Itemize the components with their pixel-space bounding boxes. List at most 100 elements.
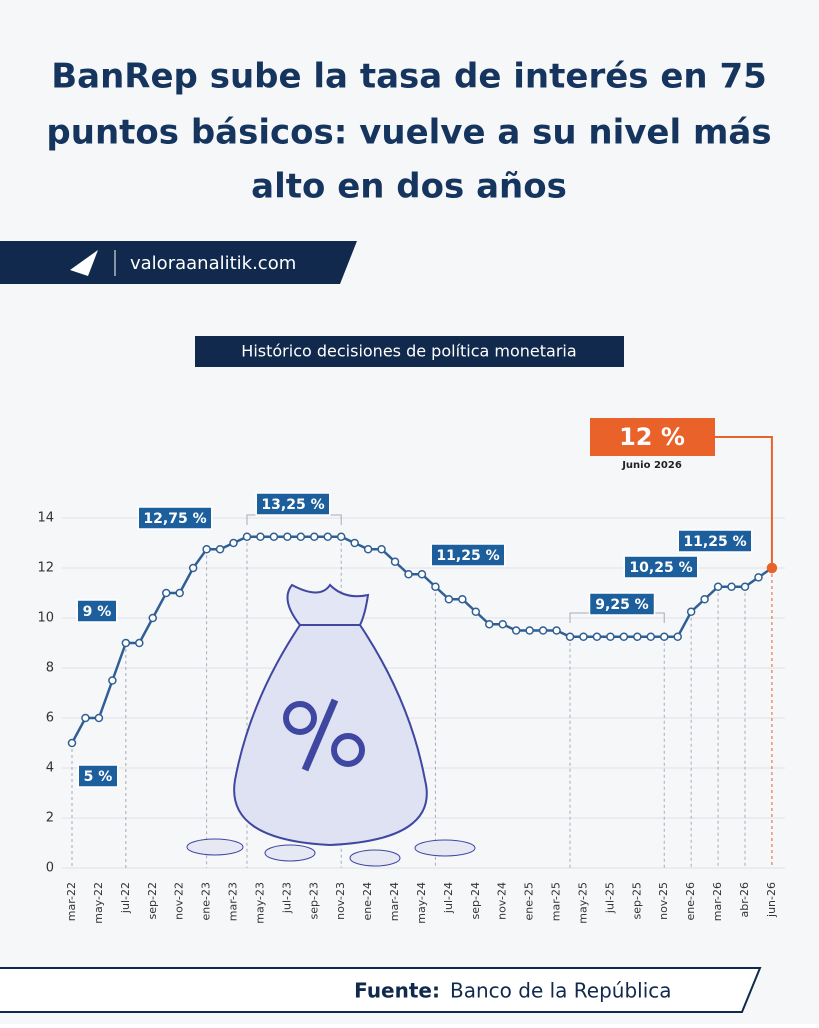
rate-point [511,626,521,635]
x-tick-label: may-24 [415,882,428,924]
x-tick-label: jun-26 [765,882,778,918]
rate-point [754,573,763,582]
rate-point [444,595,454,604]
rate-point [646,632,656,641]
x-tick-label: may-23 [253,882,266,924]
value-label-box [430,543,506,567]
site-url: valoraanalitik.com [130,253,296,274]
x-tick-label: mar-26 [711,882,724,921]
y-tick-label: 8 [46,661,54,676]
x-tick-label: may-25 [576,882,589,924]
highlight-label: 12 % [619,423,685,451]
title-line: BanRep sube la tasa de interés en 75 [51,57,767,97]
coin [414,839,476,857]
rate-point [67,738,77,748]
rate-point [363,545,373,554]
y-tick-label: 12 [37,561,54,576]
value-label: 10,25 % [629,560,692,576]
rate-point [700,595,709,604]
y-tick-label: 14 [37,511,54,526]
x-tick-label: ene-23 [200,882,213,920]
rate-point [431,582,440,591]
rate-point [269,532,279,541]
x-tick-label: mar-25 [550,882,563,921]
rate-point [740,582,750,591]
x-tick-label: may-22 [92,882,105,924]
y-tick-label: 6 [46,711,54,726]
highlight-box [590,418,715,456]
percent-slash [301,698,339,772]
rate-point [686,607,696,616]
rate-point [417,570,427,579]
rate-point [525,626,534,635]
footer-text: Banco de la República [450,979,672,1003]
rate-point [135,638,144,648]
title-line: puntos básicos: vuelve a su nivel más [46,113,771,153]
rate-point [619,632,629,641]
coin [349,849,401,867]
y-tick-label: 0 [46,861,54,876]
x-tick-label: nov-22 [173,882,186,920]
x-tick-label: nov-23 [334,882,347,920]
x-tick-label: sep-23 [307,882,320,919]
rate-point [579,632,588,641]
x-tick-label: jul-24 [442,882,455,914]
x-tick-label: jul-25 [603,882,616,914]
x-tick-label: sep-25 [630,882,643,919]
rate-point [148,613,158,623]
rate-point [458,595,467,604]
bag-top [286,583,370,626]
value-label: 11,25 % [436,548,499,564]
value-label: 11,25 % [683,534,746,550]
value-label-box [255,492,331,516]
rate-point [673,632,682,641]
rate-point [121,638,131,648]
coin [264,844,316,862]
subtitle-box [195,336,624,367]
rate-point [538,626,548,635]
rate-point [161,588,171,598]
value-label: 9 % [83,604,112,620]
value-label-box [77,764,119,788]
rate-point [713,582,723,591]
rate-point [310,532,319,541]
footer-label: Fuente: [354,979,440,1003]
rate-point [229,538,238,548]
value-label: 13,25 % [261,497,324,513]
logo [70,250,98,276]
value-label-box [677,529,753,553]
rate-point [633,632,642,641]
rate-point [592,632,602,641]
x-tick-label: sep-22 [146,882,159,919]
percent-dot [331,733,365,767]
x-tick-label: mar-22 [65,882,78,921]
value-label-box [588,592,656,616]
rate-point [323,532,332,541]
value-label-box [137,506,213,530]
rate-point [498,620,507,629]
rate-point [296,532,306,541]
rate-point [390,557,400,566]
x-tick-label: nov-25 [657,882,670,920]
highlight-annotation: Junio 2026 [621,460,682,471]
rate-point [242,532,252,541]
value-label: 12,75 % [143,511,206,527]
y-tick-label: 10 [37,611,54,626]
rate-point [377,545,386,554]
rate-point [202,545,211,554]
chart-subtitle: Histórico decisiones de política monetar… [241,342,576,361]
rate-point [94,713,104,723]
x-tick-label: sep-24 [469,882,482,919]
rate-point [215,545,225,554]
x-tick-label: ene-25 [523,882,536,920]
x-tick-label: abr-26 [738,882,751,918]
rate-point [175,588,184,598]
footer-box [0,967,762,1013]
x-tick-label: ene-26 [684,882,697,920]
x-tick-label: nov-24 [496,882,509,920]
rate-point [350,538,359,548]
rate-point [606,632,615,641]
bag-body [233,624,428,847]
